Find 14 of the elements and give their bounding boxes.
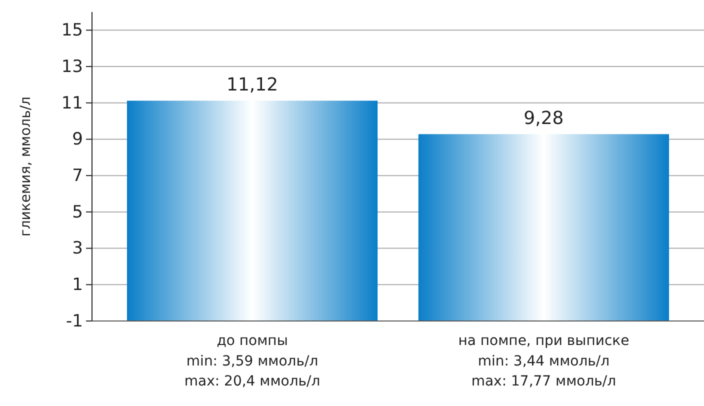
y-tick-label: 3: [72, 238, 83, 259]
y-axis-title: гликемия, ммоль/л: [18, 96, 34, 237]
y-tick-label: 5: [72, 202, 83, 222]
data-label: 11,12: [226, 74, 278, 96]
x-tick-label: на помпе, при выписке min: 3,44 ммоль/л max: 17,77 ммоль/л: [458, 333, 630, 390]
data-label: 9,28: [524, 108, 564, 130]
y-tick-label: -1: [66, 311, 83, 332]
x-tick-label: до помпы min: 3,59 ммоль/л max: 20,4 ммоль/л: [184, 333, 320, 390]
y-tick-label: 15: [61, 20, 83, 41]
y-tick-label: 13: [61, 56, 83, 77]
y-tick-label: 11: [61, 93, 83, 114]
y-tick-label: 1: [72, 275, 83, 296]
y-tick-label: 7: [72, 166, 83, 186]
y-tick-label: 9: [72, 130, 83, 150]
